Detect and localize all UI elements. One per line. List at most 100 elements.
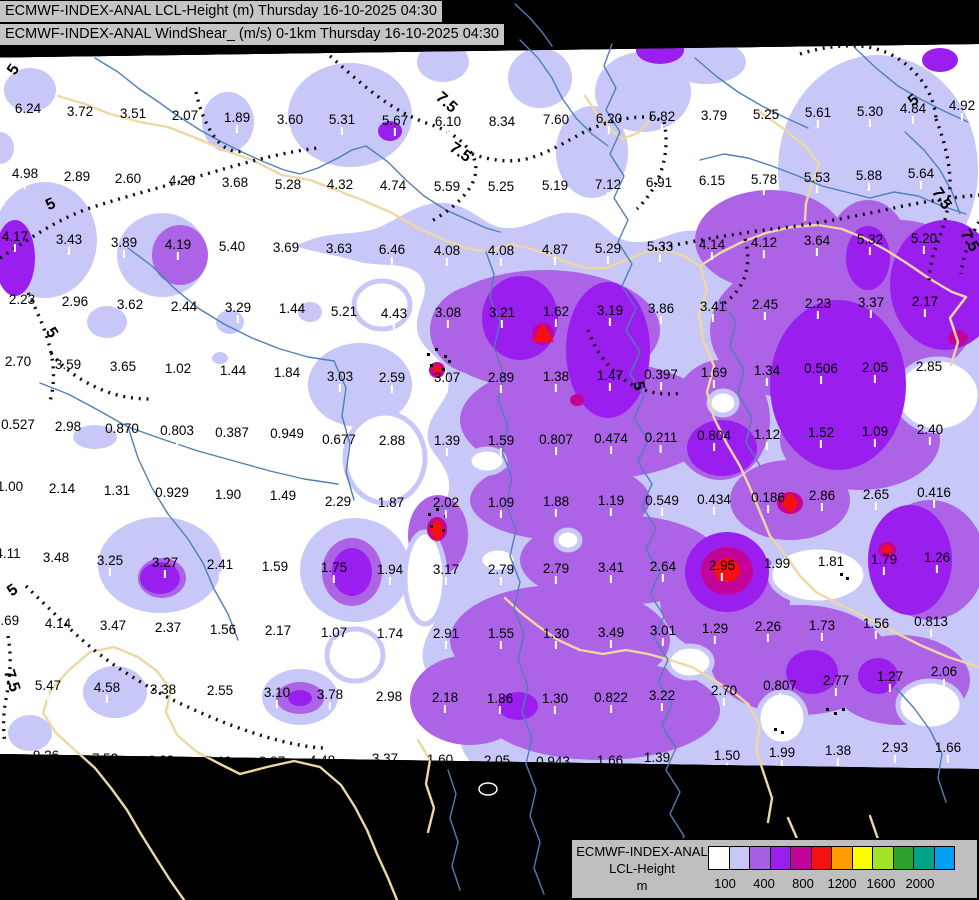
windshear-value: 2.96 (62, 295, 88, 317)
windshear-value-text: 2.29 (324, 494, 352, 509)
windshear-value-text: 6.91 (645, 175, 673, 190)
windshear-value-text: 2.79 (487, 562, 515, 577)
windshear-value: 1.52 (808, 426, 834, 448)
windshear-value: 1.73 (809, 619, 835, 641)
windshear-value: 1.56 (210, 623, 236, 645)
windshear-value-text: 3.68 (221, 175, 249, 190)
windshear-value: 2.44 (171, 300, 197, 322)
legend-scale: 100 400 800 1200 1600 2000 (572, 840, 977, 898)
windshear-value-text: 1.90 (214, 487, 242, 502)
windshear-value-text: 3.29 (224, 300, 252, 315)
windshear-value: 2.17 (912, 295, 938, 317)
windshear-value: 5.21 (331, 305, 357, 327)
windshear-value: 5.40 (219, 240, 245, 262)
legend-unit: m (636, 878, 648, 893)
windshear-value-text: 3.22 (648, 688, 676, 703)
windshear-value-text: 8.34 (488, 114, 516, 129)
windshear-value-text: 2.44 (170, 299, 198, 314)
windshear-value: 3.22 (649, 689, 675, 711)
windshear-value: 4.32 (327, 178, 353, 200)
windshear-value: 1.88 (543, 495, 569, 517)
windshear-value: 5.47 (35, 679, 61, 701)
windshear-value: 2.85 (916, 360, 942, 382)
windshear-value: 5.61 (805, 106, 831, 128)
windshear-value-text: 2.91 (432, 626, 460, 641)
windshear-value: 1.30 (542, 692, 568, 714)
windshear-value: 0.677 (322, 433, 356, 455)
windshear-value-text: 4.08 (433, 243, 461, 258)
windshear-value-text: 4.19 (164, 237, 192, 252)
windshear-value: 3.10 (264, 686, 290, 708)
windshear-value: 3.72 (67, 105, 93, 127)
windshear-value: 2.07 (172, 109, 198, 131)
windshear-value: 2.18 (432, 691, 458, 713)
legend-tick-label: 400 (753, 876, 775, 891)
windshear-value: 3.19 (597, 304, 623, 326)
windshear-value-text: 1.62 (542, 304, 570, 319)
windshear-value-text: 7.60 (542, 112, 570, 127)
windshear-value: 5.78 (751, 173, 777, 195)
windshear-value: 1.09 (862, 425, 888, 447)
windshear-value: 3.41 (700, 300, 726, 322)
windshear-value: 4.14 (45, 617, 71, 639)
windshear-value: 2.89 (64, 170, 90, 192)
windshear-value-text: 6.46 (378, 242, 406, 257)
windshear-value-text: 6.24 (14, 101, 42, 116)
windshear-value-text: 2.65 (862, 487, 890, 502)
windshear-value-text: 5.19 (541, 178, 569, 193)
windshear-value-text: 3.72 (66, 104, 94, 119)
windshear-value-text: 0.813 (914, 614, 948, 629)
windshear-value-text: 0.387 (215, 425, 249, 440)
windshear-value: 1.86 (487, 692, 513, 714)
title-bar-windshear-text: ECMWF-INDEX-ANAL WindShear_ (m/s) 0-1km … (5, 26, 499, 42)
windshear-value: 1.79 (871, 553, 897, 575)
windshear-value: 3.21 (489, 306, 515, 328)
windshear-value: 2.06 (931, 665, 957, 687)
windshear-value-text: 1.09 (487, 495, 515, 510)
windshear-value: 0.804 (697, 429, 731, 451)
windshear-value: 3.63 (326, 242, 352, 264)
windshear-value: 3.48 (43, 551, 69, 573)
windshear-value: 0.527 (1, 418, 35, 440)
windshear-value: 3.41 (598, 561, 624, 583)
windshear-value: 0.813 (914, 615, 948, 637)
windshear-value-text: 0.416 (917, 485, 951, 500)
windshear-value-text: 3.63 (325, 241, 353, 256)
windshear-value-text: 5.53 (803, 170, 831, 185)
windshear-value-text: 0.822 (594, 690, 628, 705)
windshear-value: 4.98 (12, 167, 38, 189)
windshear-value: 3.43 (56, 233, 82, 255)
windshear-value-text: 1.50 (713, 748, 741, 763)
windshear-value: 1.09 (488, 496, 514, 518)
windshear-value: 4.87 (542, 243, 568, 265)
windshear-value-text: 4.84 (899, 101, 927, 116)
windshear-value-text: 1.00 (0, 479, 24, 494)
windshear-value-text: 5.82 (648, 109, 676, 124)
windshear-value-text: 2.59 (378, 370, 406, 385)
windshear-value: 4.43 (381, 307, 407, 329)
windshear-value: 2.02 (433, 496, 459, 518)
windshear-value-text: 4.92 (948, 98, 976, 113)
windshear-value-text: 3.10 (263, 685, 291, 700)
windshear-value-text: 1.69 (700, 365, 728, 380)
windshear-value-text: 1.38 (542, 369, 570, 384)
windshear-value: 1.38 (825, 744, 851, 766)
legend-title-block: ECMWF-INDEX-ANAL LCL-Height m (576, 843, 708, 894)
windshear-value-text: 4.98 (11, 166, 39, 181)
windshear-value-text: 5.67 (381, 113, 409, 128)
windshear-value: 1.50 (714, 749, 740, 771)
windshear-value-text: 0.803 (160, 423, 194, 438)
windshear-value: 0.397 (644, 368, 678, 390)
windshear-value: 2.89 (488, 371, 514, 393)
windshear-value-text: 4.12 (750, 235, 778, 250)
windshear-value: 6.46 (379, 243, 405, 265)
windshear-value: 5.31 (329, 113, 355, 135)
windshear-value: 4.74 (380, 179, 406, 201)
windshear-value-text: 3.25 (96, 553, 124, 568)
windshear-value: 1.74 (377, 627, 403, 649)
windshear-value: 5.19 (542, 179, 568, 201)
windshear-value-text: 2.86 (808, 488, 836, 503)
windshear-value: 5.25 (488, 180, 514, 202)
windshear-value-text: 0.929 (155, 485, 189, 500)
windshear-value: 3.25 (97, 554, 123, 576)
